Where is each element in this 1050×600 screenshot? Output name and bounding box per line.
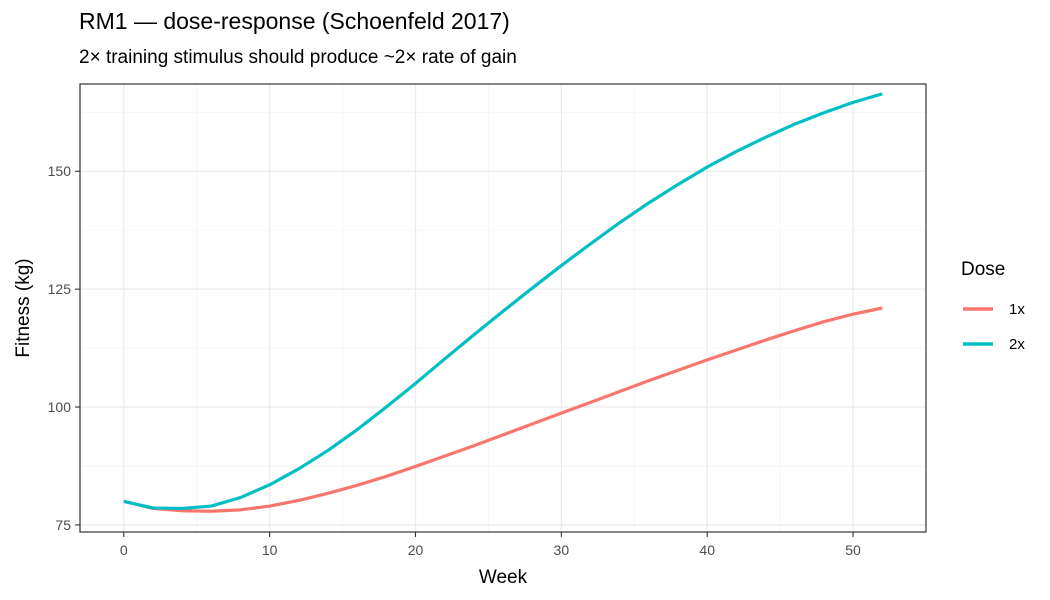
legend-label-1x: 1x [1009,301,1025,318]
x-tick-label: 10 [262,542,278,558]
y-tick-label: 125 [48,281,72,297]
grid-major [80,84,926,532]
series-lines [123,92,883,513]
y-tick-label: 100 [48,399,72,415]
plot-panel-background [80,84,926,532]
chart-title: RM1 — dose-response (Schoenfeld 2017) [79,8,510,34]
legend: Dose 1x 2x [961,259,1025,353]
plot-panel-border [79,83,927,533]
series-line-1x [123,306,883,513]
legend-title: Dose [961,259,1005,280]
chart-subtitle: 2× training stimulus should produce ~2× … [79,47,517,68]
x-axis: 0 10 20 30 40 50 [120,532,861,558]
x-tick-label: 50 [845,542,861,558]
y-axis-title: Fitness (kg) [13,258,34,357]
y-axis: 75 100 125 150 [48,163,80,533]
y-tick-label: 75 [55,517,71,533]
x-axis-title: Week [479,567,528,588]
legend-label-2x: 2x [1009,336,1025,353]
series-line-2x [123,92,883,511]
x-tick-label: 40 [699,542,715,558]
x-tick-label: 30 [554,542,570,558]
x-tick-label: 0 [120,542,128,558]
y-tick-label: 150 [48,163,72,179]
grid-minor [80,84,926,532]
x-tick-label: 20 [408,542,424,558]
